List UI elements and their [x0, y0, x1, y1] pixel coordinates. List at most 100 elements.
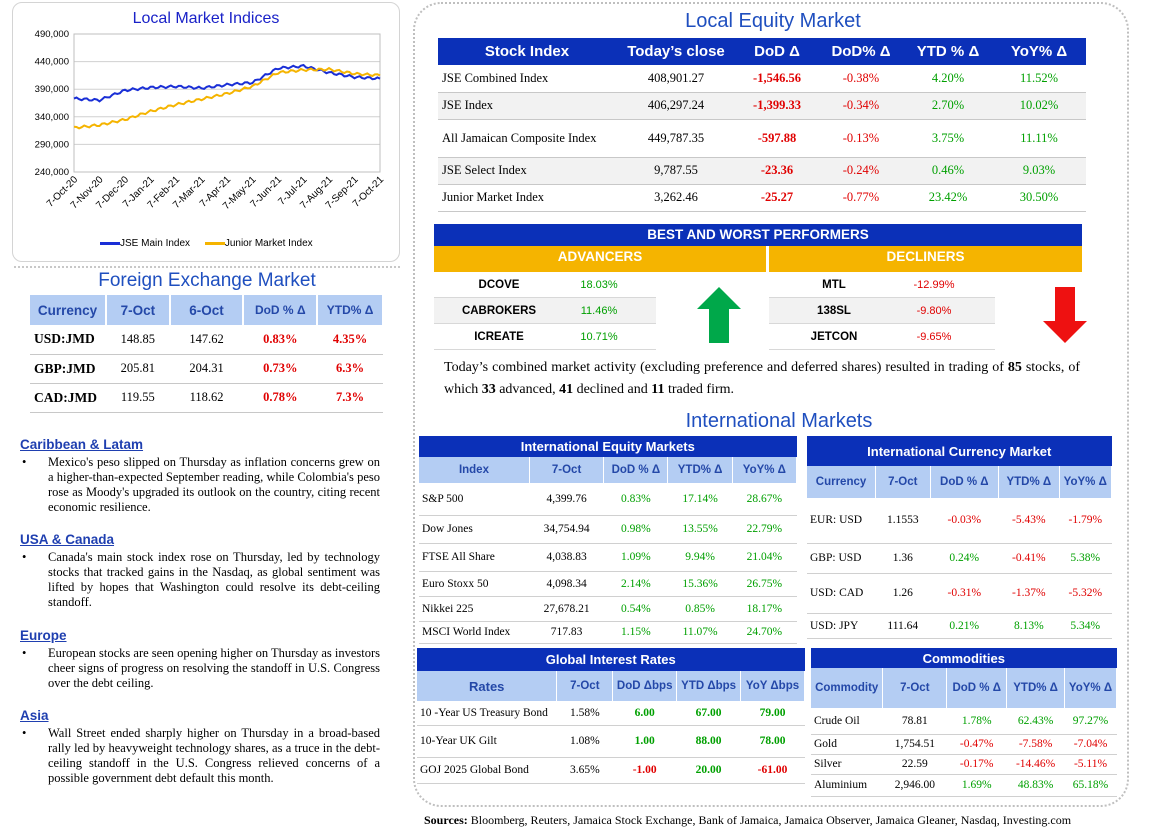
intl-currency-table: International Currency Market Currency 7… — [807, 436, 1113, 639]
equity-row: JSE Select Index 9,787.55 -23.36 -0.24% 0.46… — [438, 157, 1086, 185]
news-body: • Canada's main stock index rose on Thurs… — [20, 550, 380, 610]
advancers-row: ICREATE 10.71% — [434, 324, 656, 350]
ie-row: Dow Jones 34,754.94 0.98% 13.55% 22.79% — [419, 515, 797, 544]
ic-name: USD: CAD — [807, 573, 876, 614]
news-item: Europe • European stocks are seen opening … — [20, 628, 380, 691]
equity-dodpct: -0.24% — [818, 157, 904, 185]
ir-row: 10 -Year US Treasury Bond 1.58% 6.00 67.00 7… — [417, 701, 805, 726]
ic-name: GBP: USD — [807, 543, 876, 574]
cm-change: 1.78% — [946, 708, 1007, 735]
decliners-value: -9.65% — [916, 330, 952, 343]
equity-ytd: 3.75% — [904, 119, 992, 158]
ie-change: 0.83% — [603, 483, 668, 516]
cm-header: DoD % Δ — [946, 668, 1008, 708]
fx-currency: GBP:JMD — [30, 354, 106, 384]
cm-change: 48.83% — [1006, 774, 1065, 797]
fx-ytd: 4.35% — [317, 325, 383, 355]
chart-legend: JSE Main Index Junior Market Index — [100, 238, 340, 249]
line-chart: 490,000 440,000 390,000 340,000 290,000 240,0… — [35, 29, 387, 212]
ic-change: -0.31% — [930, 573, 999, 614]
cm-change: -7.58% — [1006, 734, 1065, 755]
equity-yoy: 9.03% — [992, 157, 1086, 185]
cm-row: Gold 1,754.51 -0.47% -7.58% -7.04% — [811, 734, 1117, 755]
equity-header: DoD Δ — [736, 38, 818, 65]
ic-header: 7-Oct — [875, 466, 931, 498]
ie-change: 0.54% — [603, 596, 668, 622]
ie-name: MSCI World Index — [419, 621, 530, 644]
ic-change: -5.43% — [998, 498, 1060, 544]
ie-change: 0.85% — [667, 596, 733, 622]
ie-row: FTSE All Share 4,038.83 1.09% 9.94% 21.04% — [419, 543, 797, 572]
advancers-symbol: DCOVE — [478, 278, 520, 291]
ir-header: 7-Oct — [556, 671, 614, 701]
ie-change: 26.75% — [732, 571, 797, 597]
cm-row: Crude Oil 78.81 1.78% 62.43% 97.27% — [811, 708, 1117, 735]
bullet-icon: • — [22, 550, 27, 564]
ie-change: 11.07% — [667, 621, 733, 644]
ie-value: 4,098.34 — [529, 571, 604, 597]
cm-header: YTD% Δ — [1006, 668, 1066, 708]
cm-change: 97.27% — [1064, 708, 1117, 735]
cm-header: YoY% Δ — [1064, 668, 1117, 708]
advancers-value: 10.71% — [580, 330, 618, 343]
equity-panel — [413, 2, 1129, 807]
equity-dod: -1,546.56 — [736, 65, 818, 93]
cm-value: 78.81 — [882, 708, 947, 735]
ie-name: Nikkei 225 — [419, 596, 530, 622]
news-body: • Wall Street ended sharply higher on Thu… — [20, 726, 380, 786]
legend-swatch-junior — [204, 241, 225, 245]
ic-row: USD: CAD 1.26 -0.31% -1.37% -5.32% — [807, 573, 1112, 614]
cm-value: 22.59 — [882, 754, 947, 775]
rates-table: Global Interest Rates Rates 7-Oct DoD Δb… — [417, 648, 805, 784]
equity-header: YTD % Δ — [904, 38, 992, 65]
news-body: • Mexico's peso slipped on Thursday as in… — [20, 455, 380, 515]
ic-change: -1.37% — [998, 573, 1060, 614]
ir-row: GOJ 2025 Global Bond 3.65% -1.00 20.00 -61.0… — [417, 757, 805, 784]
cm-name: Gold — [811, 734, 883, 755]
cm-change: -7.04% — [1064, 734, 1117, 755]
cm-change: 65.18% — [1064, 774, 1117, 797]
cm-name: Silver — [811, 754, 883, 775]
equity-dod: -23.36 — [736, 157, 818, 185]
intl-equity-table: International Equity Markets Index 7-Oct… — [419, 436, 798, 644]
equity-dodpct: -0.34% — [818, 92, 904, 120]
equity-row: JSE Index 406,297.24 -1,399.33 -0.34% 2.70% 1… — [438, 92, 1086, 120]
y-tick-label: 290,000 — [35, 139, 69, 150]
equity-header: Stock Index — [438, 38, 616, 65]
fx-currency: USD:JMD — [30, 325, 106, 355]
intl-title: International Markets — [685, 410, 873, 432]
ir-row: 10-Year UK Gilt 1.08% 1.00 88.00 78.00 — [417, 725, 805, 758]
ir-header: YTD Δbps — [676, 671, 742, 701]
decliners-row: 138SL -9.80% — [769, 298, 995, 324]
equity-ytd: 2.70% — [904, 92, 992, 120]
equity-ytd: 4.20% — [904, 65, 992, 93]
fx-header: 7-Oct — [105, 295, 171, 325]
fx-header: DoD % Δ — [243, 295, 319, 325]
ic-change: 0.24% — [930, 543, 999, 574]
fx-value: 147.62 — [169, 325, 244, 355]
equity-row: All Jamaican Composite Index 449,787.35 -5… — [438, 119, 1086, 158]
equity-name: JSE Index — [438, 92, 616, 120]
fx-value: 118.62 — [169, 383, 244, 413]
ic-change: 5.34% — [1059, 613, 1112, 639]
activity-part: stocks, of which — [444, 360, 1080, 397]
fx-row: GBP:JMD 205.81 204.31 0.73% 6.3% — [30, 354, 383, 384]
divider — [14, 266, 400, 268]
equity-close: 3,262.46 — [616, 184, 736, 212]
ic-row: USD: JPY 111.64 0.21% 8.13% 5.34% — [807, 613, 1112, 639]
fx-dod: 0.73% — [243, 354, 318, 384]
ie-row: MSCI World Index 717.83 1.15% 11.07% 24.70% — [419, 621, 797, 644]
y-tick-label: 240,000 — [35, 167, 69, 178]
intl-equity-title: International Equity Markets — [419, 436, 797, 457]
cm-name: Aluminium — [811, 774, 883, 797]
chart-title: Local Market Indices — [132, 10, 280, 27]
decliners-row: MTL -12.99% — [769, 272, 995, 298]
cm-header: Commodity — [811, 668, 884, 708]
cm-change: 62.43% — [1006, 708, 1065, 735]
activity-count: 11 — [651, 382, 665, 397]
equity-close: 449,787.35 — [616, 119, 736, 158]
up-arrow-icon — [697, 287, 741, 343]
news-heading: Europe — [20, 628, 67, 643]
ie-header: DoD % Δ — [603, 457, 669, 483]
news-item: Asia • Wall Street ended sharply higher on… — [20, 708, 380, 786]
